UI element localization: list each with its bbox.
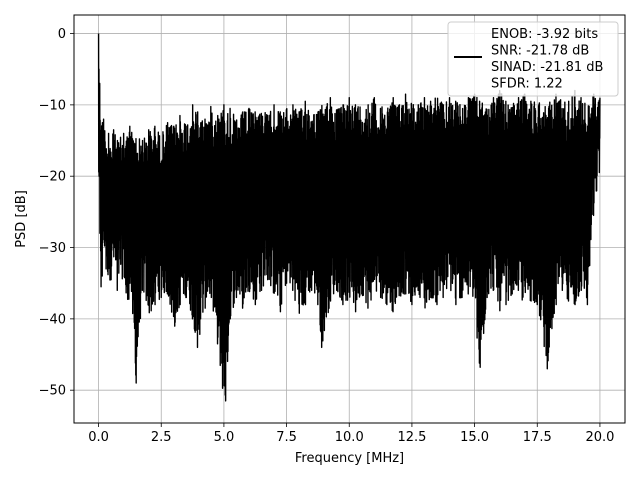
x-tick-label: 10.0 — [335, 430, 364, 445]
x-tick-label: 2.5 — [151, 430, 172, 445]
legend-entry: ENOB: -3.92 bits — [491, 27, 598, 42]
legend-entry: SFDR: 1.22 — [491, 77, 563, 92]
y-tick-label: −10 — [39, 98, 66, 113]
x-tick-label: 17.5 — [523, 430, 552, 445]
y-tick-label: −30 — [39, 241, 66, 256]
x-tick-label: 0.0 — [88, 430, 109, 445]
x-axis-label: Frequency [MHz] — [295, 451, 404, 466]
y-tick-label: −40 — [39, 312, 66, 327]
y-tick-label: −50 — [39, 384, 66, 399]
legend-box — [447, 21, 619, 97]
legend-entry: SINAD: -21.81 dB — [491, 60, 603, 75]
x-tick-label: 12.5 — [397, 430, 426, 445]
y-tick-label: 0 — [58, 27, 66, 42]
x-tick-label: 20.0 — [585, 430, 614, 445]
x-tick-label: 5.0 — [214, 430, 235, 445]
y-tick-label: −20 — [39, 170, 66, 185]
plot-area — [97, 33, 601, 402]
psd-series-line — [97, 33, 601, 402]
x-tick-label: 7.5 — [276, 430, 297, 445]
y-axis-label: PSD [dB] — [14, 190, 29, 248]
x-tick-label: 15.0 — [460, 430, 489, 445]
legend-entry: SNR: -21.78 dB — [491, 44, 589, 59]
